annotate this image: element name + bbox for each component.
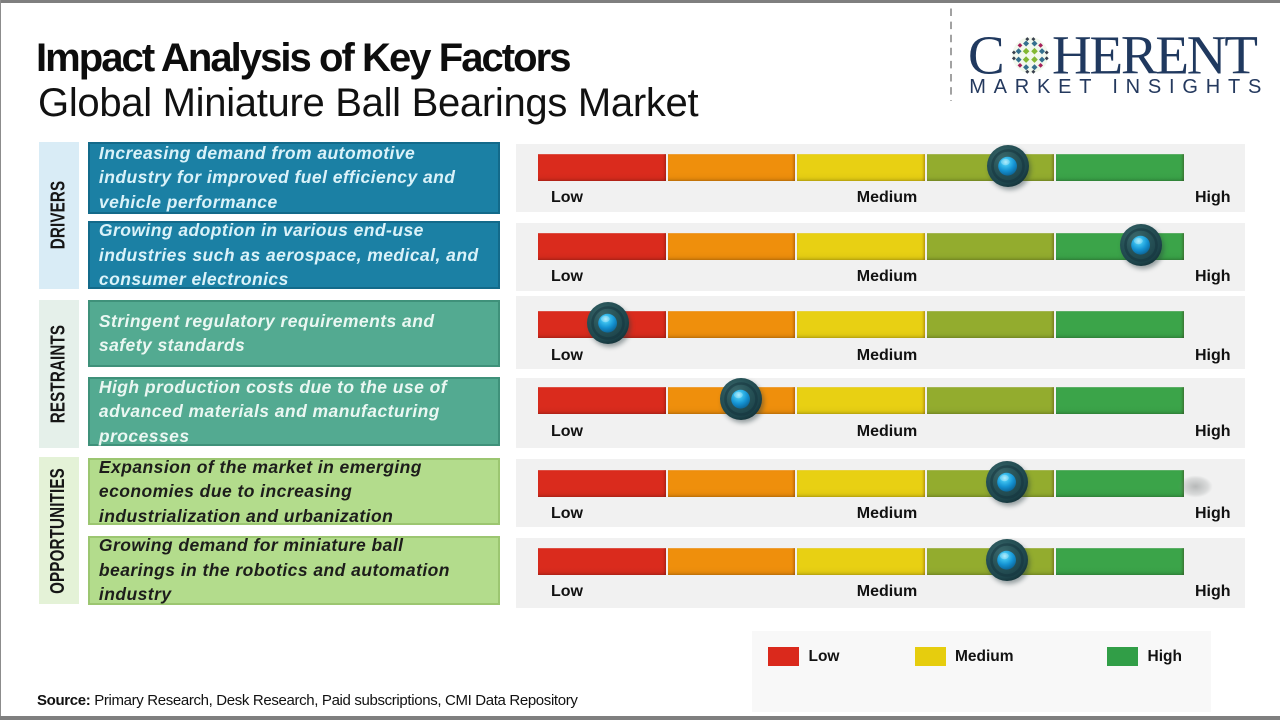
svg-text:C: C — [968, 24, 1005, 85]
svg-text:MARKET INSIGHTS: MARKET INSIGHTS — [969, 76, 1269, 98]
svg-text:HERENT: HERENT — [1052, 24, 1257, 85]
